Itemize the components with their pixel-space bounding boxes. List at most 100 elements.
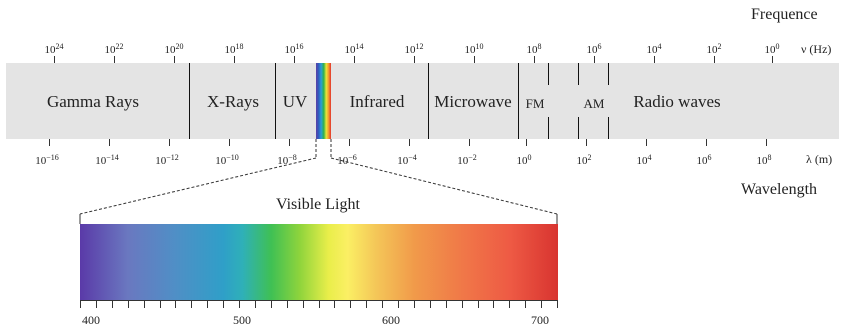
visible-light-gradient: [80, 224, 558, 300]
visible-scale-tick: [525, 301, 527, 308]
visible-scale-tick: [95, 301, 97, 308]
wave-tick-mark: [526, 139, 527, 146]
visible-spectrum-strip: [316, 63, 331, 139]
wave-tick-label: 10−12: [155, 153, 179, 167]
region-gamma-rays: Gamma Rays: [46, 92, 140, 111]
wave-tick-label: 10−2: [457, 153, 477, 167]
wave-tick-label: 10−10: [215, 153, 239, 167]
visible-scale-tick: [429, 301, 431, 308]
visible-scale-tick: [334, 301, 336, 308]
wave-tick-mark: [409, 139, 410, 146]
visible-scale-label: 500: [233, 313, 251, 327]
region-am: AM: [583, 96, 605, 111]
frequency-title: Frequence: [751, 6, 818, 23]
region-divider: [578, 117, 579, 139]
wave-tick-mark: [646, 139, 647, 146]
wave-tick-mark: [469, 139, 470, 146]
wavelength-title: Wavelength: [741, 181, 818, 198]
wave-tick-label: 100: [516, 153, 532, 167]
wave-tick-mark: [229, 139, 230, 146]
region-divider: [578, 63, 579, 85]
wave-tick-mark: [169, 139, 170, 146]
freq-tick-label: 1022: [104, 42, 124, 56]
freq-tick-label: 1014: [344, 42, 364, 56]
freq-tick-mark: [772, 56, 773, 63]
wave-tick-label: 102: [576, 153, 592, 167]
visible-scale-tick: [445, 301, 447, 308]
visible-scale-tick: [175, 301, 177, 308]
visible-light-scale: [80, 300, 558, 310]
region-divider: [608, 117, 609, 139]
wave-tick-label: 108: [756, 153, 772, 167]
freq-tick-label: 1010: [464, 42, 484, 56]
visible-scale-label: 600: [382, 313, 400, 327]
freq-tick-mark: [654, 56, 655, 63]
freq-tick-label: 1012: [404, 42, 424, 56]
visible-scale-tick: [302, 301, 304, 308]
region-microwave: Microwave: [434, 92, 512, 111]
visible-scale-tick: [127, 301, 129, 308]
freq-tick-label: 1024: [44, 42, 64, 56]
wave-tick-label: 10−6: [337, 153, 357, 167]
wave-tick-mark: [586, 139, 587, 146]
freq-tick-mark: [354, 56, 355, 63]
wave-tick-label: 104: [636, 153, 652, 167]
freq-tick-mark: [234, 56, 235, 63]
region-divider: [548, 63, 549, 85]
freq-tick-mark: [474, 56, 475, 63]
region-divider: [608, 63, 609, 85]
freq-tick-label: 104: [646, 42, 662, 56]
wave-tick-label: 10−14: [95, 153, 119, 167]
visible-scale-tick: [270, 301, 272, 308]
visible-scale-tick: [398, 301, 399, 308]
wave-tick-mark: [289, 139, 290, 146]
visible-scale-tick: [477, 301, 479, 308]
freq-tick-label: 1018: [224, 42, 244, 56]
region-fm: FM: [525, 96, 545, 111]
visible-scale-label: 700: [531, 313, 549, 327]
spectrum-band: [6, 63, 839, 139]
visible-scale-tick: [191, 301, 193, 308]
wave-unit: λ (m): [806, 152, 833, 166]
visible-scale-label: 400: [82, 313, 100, 327]
visible-scale-tick: [557, 301, 558, 308]
wave-tick-mark: [49, 139, 50, 146]
region-divider: [275, 63, 276, 139]
region-divider: [518, 63, 519, 139]
wave-tick-mark: [766, 139, 767, 146]
visible-scale-tick: [461, 301, 463, 308]
wave-tick-label: 10−4: [397, 153, 417, 167]
wave-tick-mark: [349, 139, 350, 146]
freq-tick-mark: [714, 56, 715, 63]
region-divider: [189, 63, 190, 139]
visible-scale-tick: [286, 301, 288, 308]
freq-tick-label: 1020: [164, 42, 184, 56]
visible-scale-tick: [254, 301, 256, 308]
freq-unit: ν (Hz): [801, 42, 832, 56]
freq-tick-mark: [174, 56, 175, 63]
visible-scale-tick: [509, 301, 511, 308]
region-divider: [428, 63, 429, 139]
wave-tick-mark: [109, 139, 110, 146]
region-radio-waves: Radio waves: [633, 92, 721, 111]
freq-tick-label: 100: [764, 42, 780, 56]
visible-scale-tick: [143, 301, 145, 308]
visible-scale-tick: [541, 301, 543, 308]
wave-tick-mark: [706, 139, 707, 146]
visible-scale-tick: [382, 301, 384, 308]
visible-scale-tick: [80, 301, 81, 308]
visible-scale-tick: [207, 301, 209, 308]
visible-scale-tick: [239, 301, 240, 308]
wave-tick-label: 10−16: [35, 153, 59, 167]
region-uv: UV: [282, 92, 308, 111]
wave-tick-label: 10−8: [277, 153, 297, 167]
visible-scale-tick: [111, 301, 113, 308]
visible-light-title: Visible Light: [276, 196, 360, 213]
visible-scale-tick: [223, 301, 225, 308]
freq-tick-mark: [294, 56, 295, 63]
region-x-rays: X-Rays: [207, 92, 259, 111]
freq-tick-mark: [414, 56, 415, 63]
freq-tick-label: 108: [526, 42, 542, 56]
visible-scale-tick: [493, 301, 495, 308]
visible-scale-tick: [413, 301, 415, 308]
